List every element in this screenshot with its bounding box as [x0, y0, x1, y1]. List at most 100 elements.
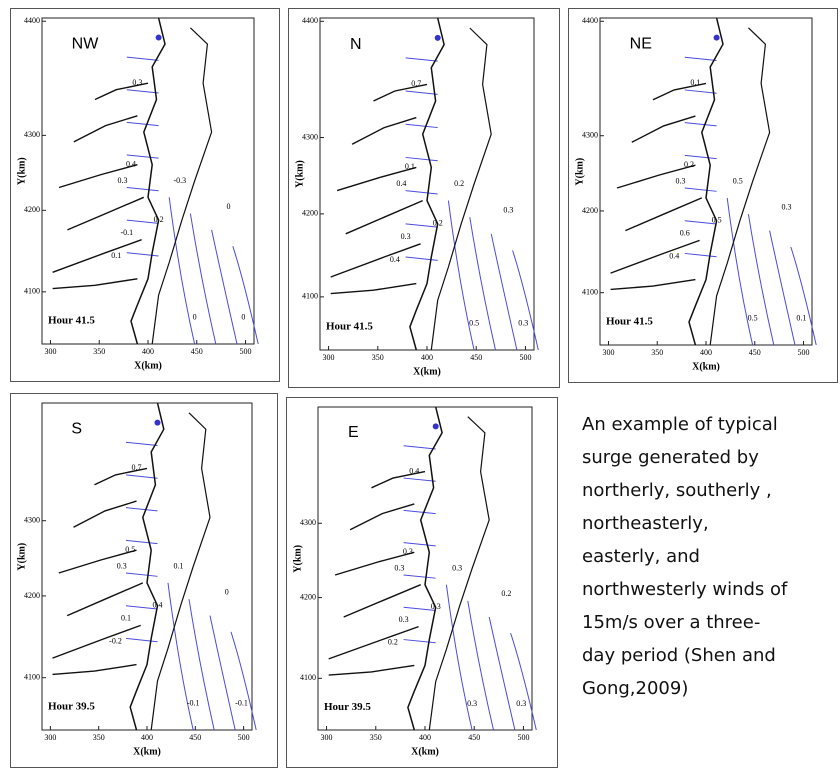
x-tick-label: 500	[517, 733, 529, 742]
river	[58, 549, 137, 574]
y-tick-label: 4200	[582, 206, 598, 215]
contour-label: 0.1	[121, 614, 131, 623]
contour-line	[126, 89, 159, 94]
river	[330, 282, 417, 295]
contour-label: 0.4	[390, 255, 400, 264]
contour-label: 0.3	[452, 563, 462, 572]
hour-label: Hour 39.5	[48, 701, 95, 713]
contour-line	[125, 572, 158, 577]
x-tick-label: 350	[93, 733, 105, 742]
x-tick-label: 350	[372, 353, 384, 362]
contour-line	[684, 252, 717, 258]
contour-label: 0.2	[433, 219, 443, 228]
contour-label: 0.3	[132, 78, 142, 87]
contour-line	[403, 639, 436, 644]
coastline	[409, 17, 445, 351]
contour-label: 0.5	[125, 545, 135, 554]
contour-line	[405, 156, 438, 162]
river	[616, 164, 696, 189]
contour-line	[126, 252, 159, 257]
contour-line	[211, 229, 238, 345]
panel-label: S	[71, 420, 82, 437]
contour-label: -0.1	[235, 699, 248, 708]
x-axis-label: X(km)	[133, 746, 161, 757]
caption-line: northwesterly winds of	[582, 579, 788, 600]
y-tick-label: 4100	[300, 673, 316, 682]
contour-label: 0.4	[409, 466, 419, 475]
x-tick-label: 450	[191, 347, 203, 356]
contour-line	[747, 214, 775, 346]
y-tick-label: 4300	[582, 131, 598, 140]
y-tick-label: 4200	[302, 209, 318, 218]
caption-line: 15m/s over a three-	[582, 612, 760, 633]
x-axis-label: X(km)	[411, 746, 439, 757]
contour-line	[125, 605, 158, 610]
contour-line	[403, 445, 436, 450]
contour-line	[167, 582, 194, 731]
marker	[713, 34, 720, 41]
contour-label: 0.3	[394, 563, 404, 572]
river	[330, 243, 421, 278]
x-tick-label: 500	[240, 347, 252, 356]
contour-line	[403, 542, 436, 547]
marker	[155, 34, 162, 41]
river	[349, 503, 415, 531]
x-axis-label: X(km)	[134, 360, 162, 371]
contour-line	[125, 539, 158, 545]
contour-label: -0.1	[187, 699, 200, 708]
x-tick-label: 300	[44, 347, 56, 356]
contour-label: 0.2	[154, 215, 164, 224]
coastline	[129, 402, 165, 731]
contour-line	[512, 250, 539, 351]
caption-line: northeasterly,	[582, 513, 709, 534]
contour-label: 0.1	[690, 78, 700, 87]
contour-line	[403, 574, 436, 579]
y-axis-label: Y(km)	[16, 157, 27, 185]
caption-line: easterly, and	[582, 546, 700, 567]
coastline	[130, 17, 166, 345]
x-axis-label: X(km)	[413, 366, 441, 377]
map-panel: S Hour 39.5 0.7 0.5 0.3 0.1 0.1 -0.2 0.4 0 -0.1 -0.…	[10, 393, 278, 768]
contour-label: 0.2	[388, 638, 398, 647]
river	[373, 83, 428, 102]
caption-line: Gong,2009)	[582, 678, 688, 699]
contour-line	[510, 632, 537, 731]
contour-label: 0.7	[132, 463, 142, 472]
panel-border	[288, 8, 560, 388]
contour-label: 0.5	[733, 176, 743, 185]
contour-line	[126, 56, 159, 61]
contour-line	[189, 213, 217, 345]
river	[66, 582, 144, 617]
contour-line	[405, 123, 438, 129]
x-tick-label: 400	[419, 733, 431, 742]
x-tick-label: 400	[141, 733, 153, 742]
contour-line	[469, 217, 496, 351]
contour-label: 0.3	[401, 232, 411, 241]
contour-label: 0.5	[712, 216, 722, 225]
x-axis-label: X(km)	[692, 361, 720, 372]
contour-label: 0.5	[748, 314, 758, 323]
contour-label: -0.1	[120, 228, 133, 237]
contour-line	[447, 200, 475, 351]
x-tick-label: 500	[238, 733, 250, 742]
y-tick-label: 4200	[24, 591, 40, 600]
contour-label: 0.1	[111, 251, 121, 260]
y-tick-label: 4300	[302, 132, 318, 141]
contour-line	[403, 606, 436, 611]
river	[328, 625, 419, 660]
coastline	[407, 406, 443, 731]
y-tick-label: 4200	[300, 592, 316, 601]
coastline	[709, 27, 771, 346]
contour-line	[490, 233, 518, 351]
caption-line: surge generated by	[582, 447, 759, 468]
coastline	[150, 412, 211, 731]
marker	[432, 423, 439, 430]
river	[625, 197, 703, 232]
x-tick-label: 450	[468, 733, 480, 742]
river	[343, 584, 421, 618]
river	[336, 166, 417, 192]
river	[345, 199, 423, 235]
panel-border	[10, 8, 280, 382]
y-tick-label: 4400	[302, 16, 318, 25]
contour-label: 0.2	[684, 160, 694, 169]
